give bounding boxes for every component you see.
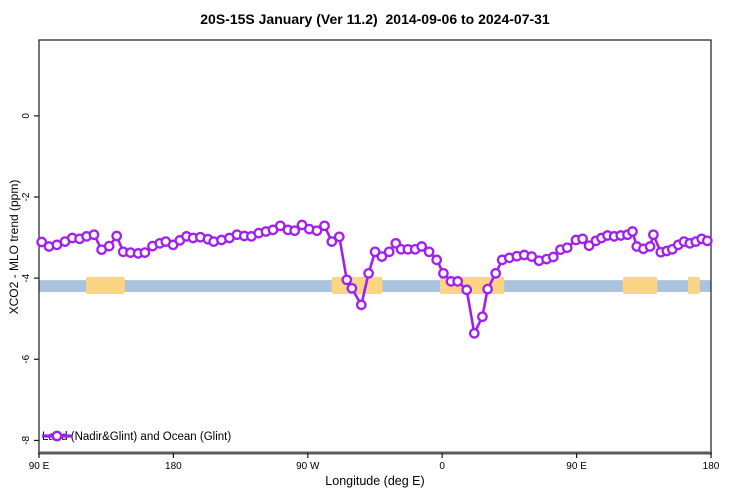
series-marker <box>36 236 48 248</box>
chart-title: 20S-15S January (Ver 11.2) 2014-09-06 to… <box>200 11 550 27</box>
y-tick-label: 0 <box>21 113 32 119</box>
series-marker <box>644 241 656 252</box>
series-marker <box>477 311 488 323</box>
series-marker <box>355 299 367 311</box>
series-marker <box>423 246 435 258</box>
series-marker <box>648 229 659 241</box>
x-tick-label: 180 <box>165 461 182 472</box>
y-tick-label: -8 <box>21 436 32 445</box>
series-marker <box>88 229 100 241</box>
x-tick-label: 90 E <box>566 461 587 472</box>
series-marker <box>383 246 395 258</box>
series-marker <box>627 226 638 237</box>
land-band-patch <box>622 276 658 294</box>
land-band-patch <box>86 276 125 294</box>
series-marker <box>461 284 473 296</box>
x-tick-label: 90 W <box>296 461 320 472</box>
series-marker <box>319 220 330 232</box>
series-marker <box>561 242 573 254</box>
x-axis-title: Longitude (deg E) <box>325 474 425 488</box>
series-marker <box>452 276 464 287</box>
legend: Land (Nadir&Glint) and Ocean (Glint) <box>42 429 231 445</box>
legend-label: Land (Nadir&Glint) and Ocean (Glint) <box>42 431 232 443</box>
series-marker <box>139 247 151 258</box>
series-marker <box>346 282 358 294</box>
series-marker <box>490 267 502 279</box>
land-band-patch <box>687 276 700 294</box>
land-band-patch <box>331 276 383 294</box>
series-marker <box>547 251 559 263</box>
x-tick-label: 0 <box>439 461 445 472</box>
series-marker <box>482 283 493 295</box>
series-marker <box>438 267 449 279</box>
series-marker <box>333 231 345 243</box>
series-marker <box>326 236 338 247</box>
y-axis-title: XCO2 - MLO trend (ppm) <box>7 179 21 315</box>
y-tick-label: -4 <box>21 273 32 282</box>
series-marker <box>416 241 428 252</box>
series-marker <box>341 274 353 286</box>
series-marker <box>577 233 588 245</box>
series-marker <box>363 267 374 279</box>
series-marker <box>701 235 713 247</box>
series-marker <box>289 225 301 237</box>
legend-series-symbol <box>42 430 72 442</box>
series-marker <box>111 230 123 242</box>
x-tick-label: 180 <box>703 461 720 472</box>
y-tick-label: -2 <box>21 192 32 201</box>
series-marker <box>431 254 443 266</box>
x-tick-label: 90 E <box>29 461 50 472</box>
series-marker <box>468 327 480 339</box>
series-marker <box>369 246 381 258</box>
series-marker <box>103 240 115 252</box>
series-marker <box>376 251 388 262</box>
series-marker <box>311 225 323 237</box>
series-marker <box>583 240 595 252</box>
y-tick-label: -6 <box>21 354 32 363</box>
